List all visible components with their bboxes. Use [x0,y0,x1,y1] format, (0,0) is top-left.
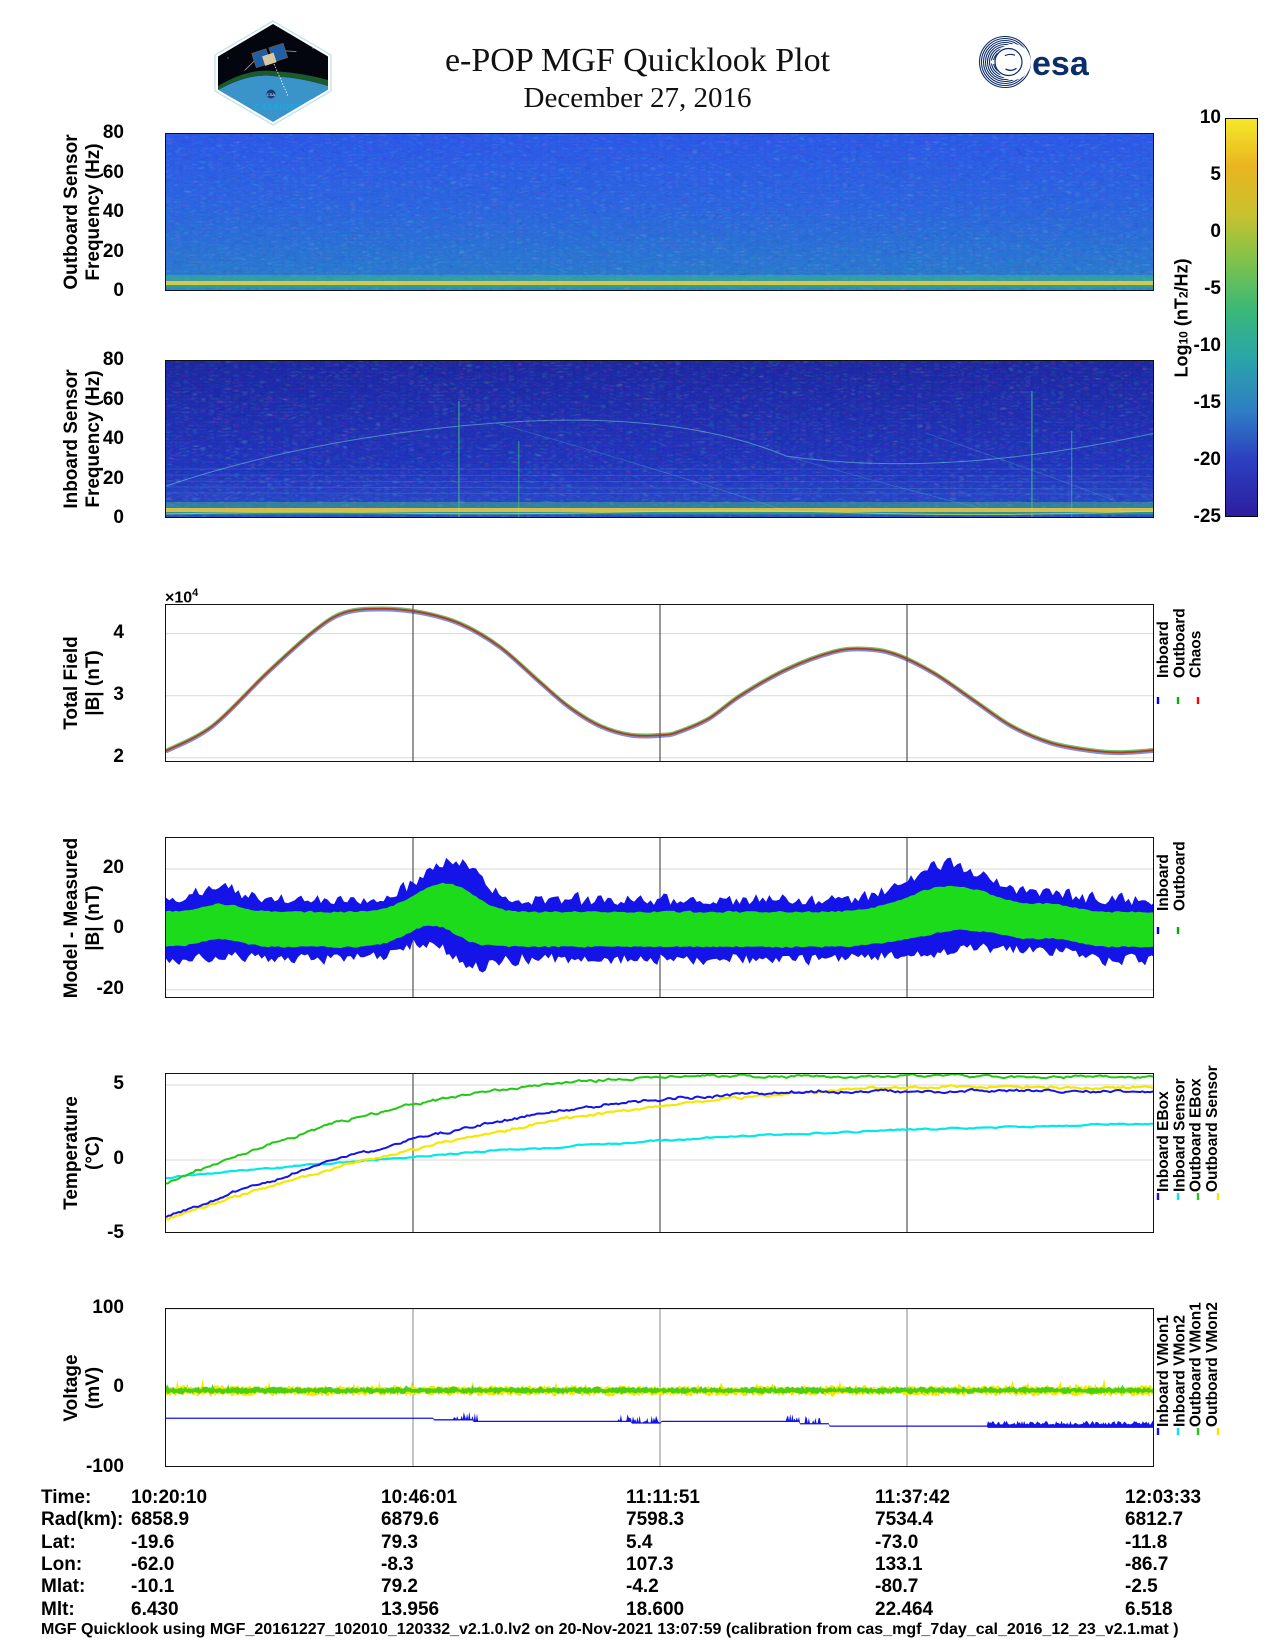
svg-text:esa: esa [1032,45,1090,83]
